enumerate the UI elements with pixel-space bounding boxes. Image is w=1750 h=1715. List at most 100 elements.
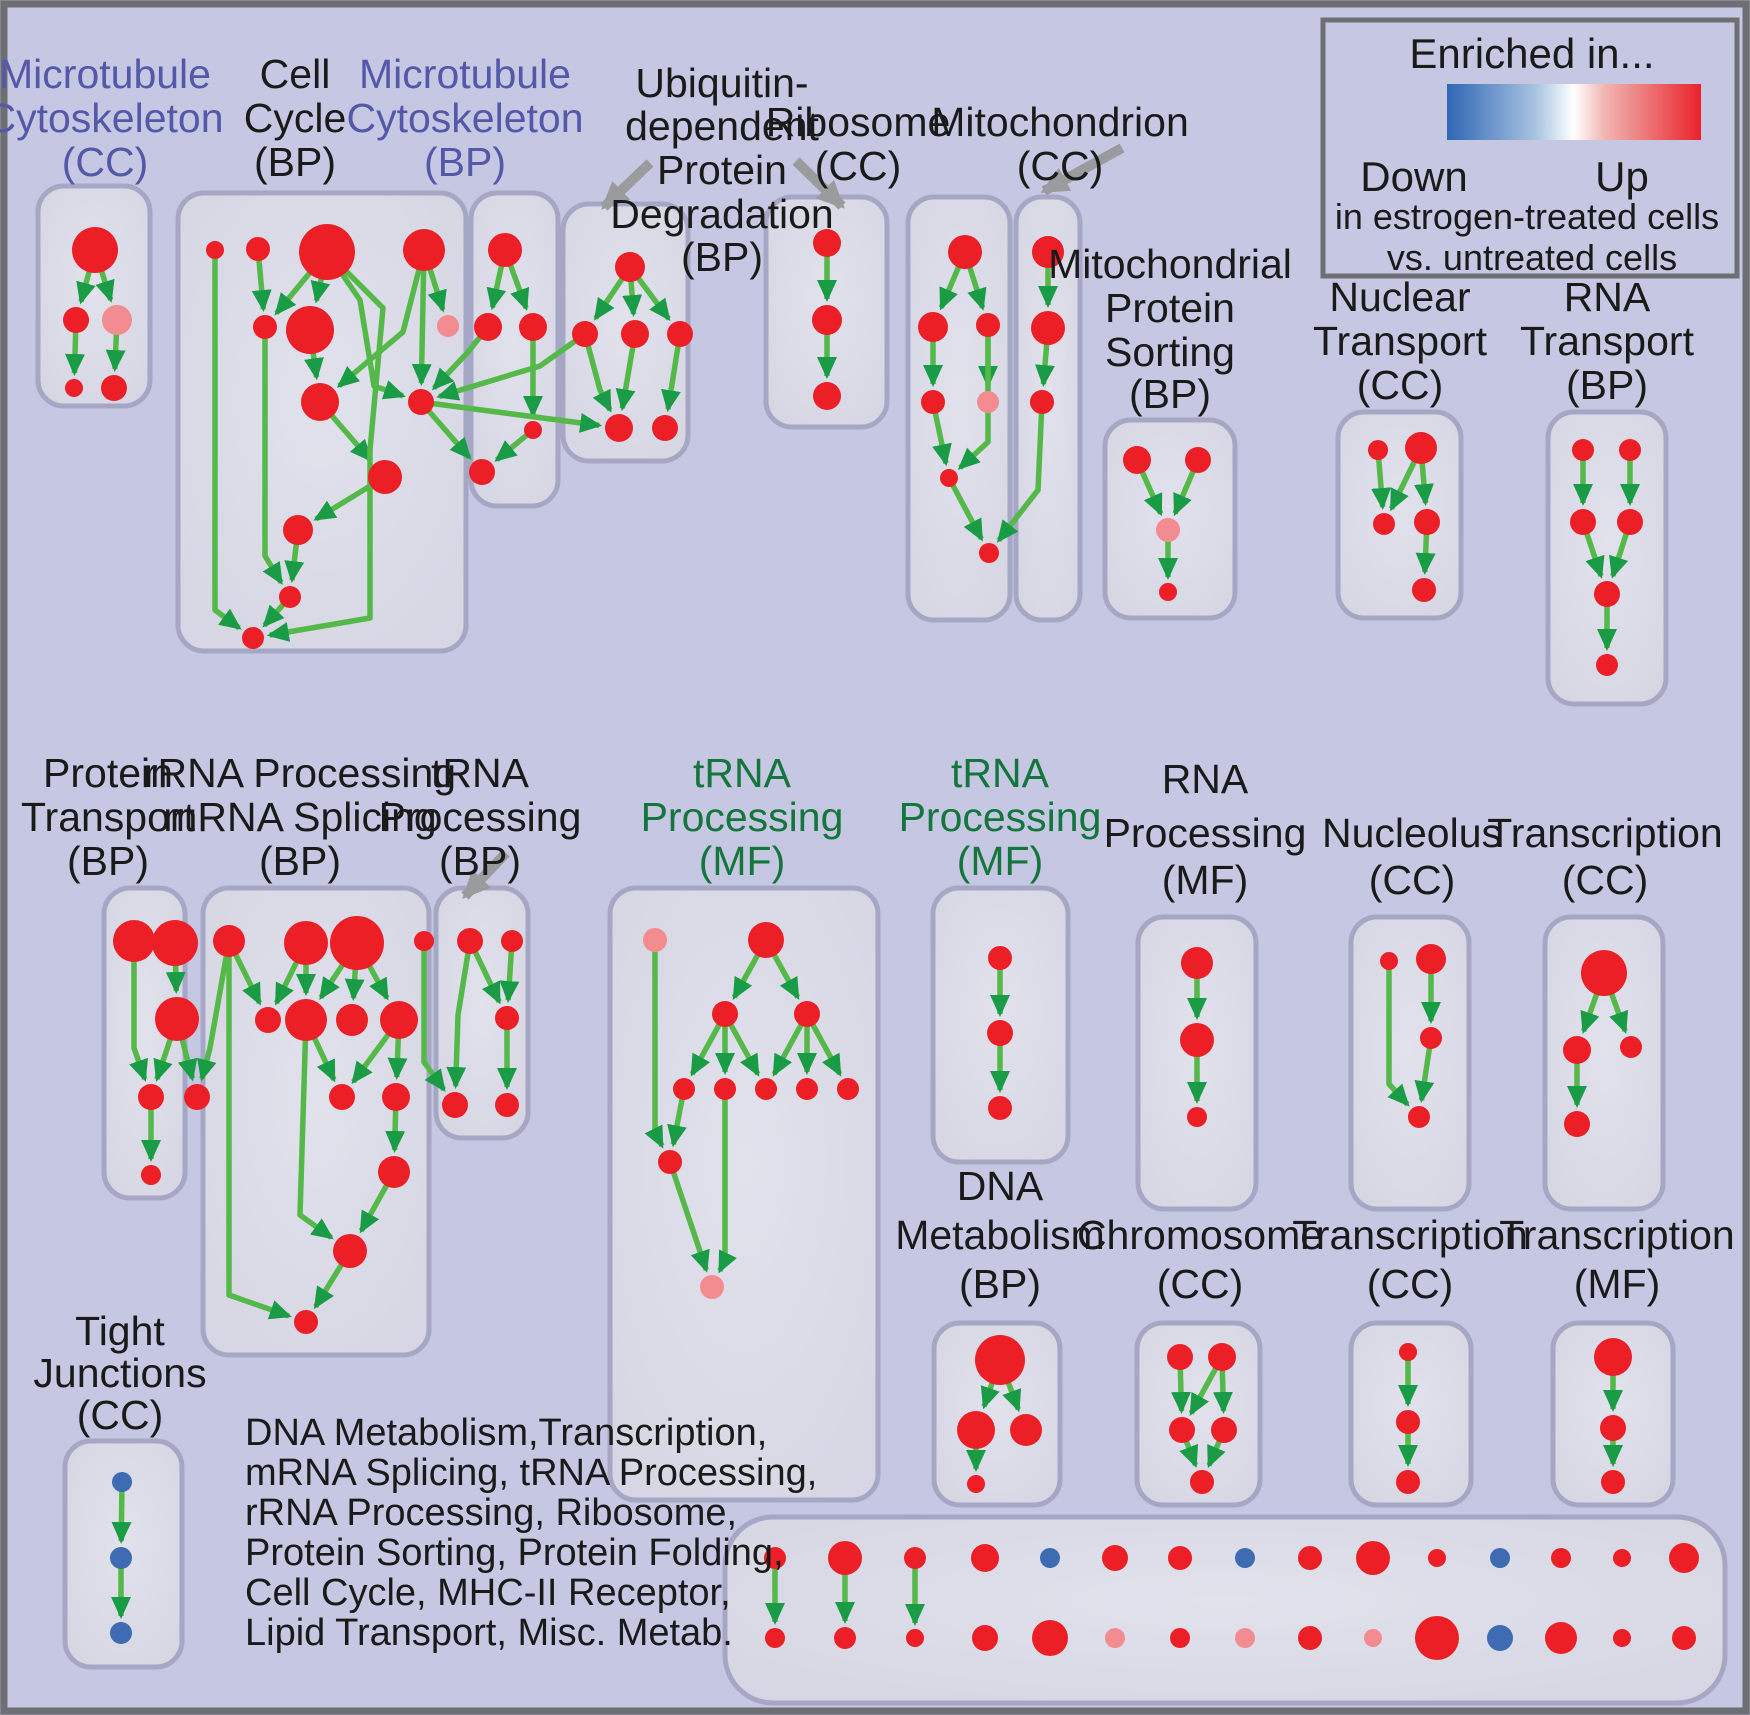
strip-col4-top-node bbox=[971, 1544, 999, 1572]
cluster-trna-processing-bp-label: tRNA Processing (BP) bbox=[379, 750, 582, 884]
node-chromosome-cc bbox=[1167, 1344, 1193, 1370]
strip-col14-top-node bbox=[1613, 1549, 1631, 1567]
legend-down-label: Down bbox=[1360, 153, 1467, 200]
cluster-mt-cytoskeleton-cc-box bbox=[35, 183, 153, 409]
node-rrna-processing-mrna-splicing-bp bbox=[378, 1156, 410, 1188]
node-mitochondrial-protein-sorting-bp bbox=[1123, 446, 1151, 474]
node-trna-processing-bp bbox=[457, 928, 483, 954]
node-nuclear-transport-cc bbox=[1412, 578, 1436, 602]
node-rrna-processing-mrna-splicing-bp bbox=[213, 925, 245, 957]
node-ribosome-cc bbox=[940, 469, 958, 487]
strip-col15-top-node bbox=[1669, 1543, 1699, 1573]
node-trna-processing-bp bbox=[495, 1006, 519, 1030]
node-rrna-processing-mrna-splicing-bp bbox=[330, 916, 384, 970]
strip-col13-top-node bbox=[1551, 1548, 1571, 1568]
edge-arrow bbox=[1386, 961, 1410, 1107]
node-trna-processing-mf-1 bbox=[712, 1001, 738, 1027]
node-mitochondrial-protein-sorting-bp bbox=[1159, 583, 1177, 601]
cluster-protein-transport-bp-label: Protein Transport (BP) bbox=[21, 750, 196, 884]
strip-col5-bottom-node bbox=[1032, 1620, 1068, 1656]
node-rna-transport-bp bbox=[1570, 509, 1596, 535]
node-trna-processing-mf-1 bbox=[748, 922, 784, 958]
strip-col8-top-node bbox=[1235, 1548, 1255, 1568]
cluster-cell-cycle-bp-box bbox=[175, 190, 469, 654]
strip-col3-top-node bbox=[904, 1547, 926, 1569]
node-transcription-cc-mid bbox=[1581, 950, 1627, 996]
node-trna-processing-bp bbox=[495, 1093, 519, 1117]
node-cell-cycle-bp bbox=[242, 627, 264, 649]
strip-col6-top-node bbox=[1102, 1545, 1128, 1571]
strip-col1-bottom-node bbox=[765, 1628, 785, 1648]
legend-up-label: Up bbox=[1595, 153, 1649, 200]
label-pointer-arrow bbox=[600, 159, 654, 211]
legend-subtitle-line2: vs. untreated cells bbox=[1387, 237, 1677, 278]
node-ubiquitin-degradation-bp-1 bbox=[621, 320, 649, 348]
node-mitochondrion-cc bbox=[1032, 236, 1064, 268]
node-tight-junctions-cc bbox=[110, 1547, 132, 1569]
node-transcription-cc-mid bbox=[1564, 1111, 1590, 1137]
node-ribosome-cc bbox=[921, 390, 945, 414]
edge-arrow bbox=[324, 250, 406, 400]
node-mt-cytoskeleton-cc bbox=[102, 305, 132, 335]
node-transcription-mf bbox=[1600, 1415, 1626, 1441]
node-chromosome-cc bbox=[1211, 1417, 1237, 1443]
cluster-trna-processing-mf-1-label: tRNA Processing (MF) bbox=[641, 750, 844, 884]
node-rrna-processing-mrna-splicing-bp bbox=[294, 1310, 318, 1334]
cluster-transcription-cc-mid-label: Transcription (CC) bbox=[1487, 810, 1722, 903]
node-rrna-processing-mrna-splicing-bp bbox=[255, 1007, 281, 1033]
strip-col14-bottom-node bbox=[1613, 1629, 1631, 1647]
node-protein-transport-bp bbox=[141, 1165, 161, 1185]
node-mitochondrial-protein-sorting-bp bbox=[1185, 447, 1211, 473]
cluster-rrna-processing-mrna-splicing-bp-label: rRNA Processing mRNA Splicing (BP) bbox=[144, 750, 456, 884]
node-trna-processing-mf-1 bbox=[755, 1078, 777, 1100]
nodes-layer bbox=[63, 224, 1699, 1660]
node-ubiquitin-degradation-bp-2 bbox=[813, 382, 841, 410]
node-cell-cycle-bp bbox=[301, 383, 339, 421]
cluster-cell-cycle-bp-label: Cell Cycle (BP) bbox=[244, 51, 347, 185]
cluster-chromosome-cc-label: Chromosome (CC) bbox=[1077, 1212, 1323, 1307]
node-rna-processing-mf bbox=[1180, 1023, 1214, 1057]
strip-col6-bottom-node bbox=[1105, 1628, 1125, 1648]
edge-arrow bbox=[266, 250, 386, 642]
node-ubiquitin-degradation-bp-2 bbox=[813, 229, 841, 257]
legend-title: Enriched in... bbox=[1409, 30, 1654, 77]
cluster-trna-processing-mf-2-label: tRNA Processing (MF) bbox=[899, 750, 1102, 884]
edge-arrow bbox=[946, 476, 984, 542]
edge-arrow bbox=[129, 941, 148, 1082]
node-ribosome-cc bbox=[948, 235, 982, 269]
node-cell-cycle-bp bbox=[283, 515, 313, 545]
strip-col4-bottom-node bbox=[972, 1625, 998, 1651]
edge-arrow bbox=[297, 1019, 334, 1240]
node-mt-cytoskeleton-cc bbox=[63, 307, 89, 333]
node-rrna-processing-mrna-splicing-bp bbox=[414, 931, 434, 951]
node-protein-transport-bp bbox=[152, 920, 198, 966]
node-chromosome-cc bbox=[1208, 1343, 1236, 1371]
node-nuclear-transport-cc bbox=[1405, 432, 1437, 464]
cluster-trna-processing-mf-1-box bbox=[607, 885, 881, 1503]
edge-arrow bbox=[644, 940, 665, 1149]
node-nucleolus-cc bbox=[1408, 1106, 1430, 1128]
node-mt-cytoskeleton-bp bbox=[469, 459, 495, 485]
node-protein-transport-bp bbox=[138, 1084, 164, 1110]
node-nucleolus-cc bbox=[1380, 952, 1398, 970]
node-trna-processing-mf-2 bbox=[988, 946, 1012, 970]
node-cell-cycle-bp bbox=[403, 229, 445, 271]
node-nuclear-transport-cc bbox=[1414, 509, 1440, 535]
edge-arrow bbox=[957, 325, 991, 470]
node-mt-cytoskeleton-cc bbox=[65, 379, 83, 397]
node-tight-junctions-cc bbox=[112, 1472, 132, 1492]
strip-col13-bottom-node bbox=[1545, 1622, 1577, 1654]
node-protein-transport-bp bbox=[184, 1084, 210, 1110]
edge-arrow bbox=[262, 327, 284, 586]
node-chromosome-cc bbox=[1190, 1470, 1214, 1494]
edge-arrow bbox=[996, 401, 1045, 543]
node-transcription-cc-mid bbox=[1620, 1036, 1642, 1058]
node-nucleolus-cc bbox=[1420, 1027, 1442, 1049]
strip-col9-bottom-node bbox=[1298, 1626, 1322, 1650]
cluster-nuclear-transport-cc-label: Nuclear Transport (CC) bbox=[1313, 274, 1488, 408]
cluster-transcription-mf-label: Transcription (MF) bbox=[1499, 1212, 1734, 1307]
edge-arrow bbox=[717, 1089, 738, 1274]
node-trna-processing-bp bbox=[442, 1092, 468, 1118]
strip-col12-bottom-node bbox=[1487, 1625, 1513, 1651]
